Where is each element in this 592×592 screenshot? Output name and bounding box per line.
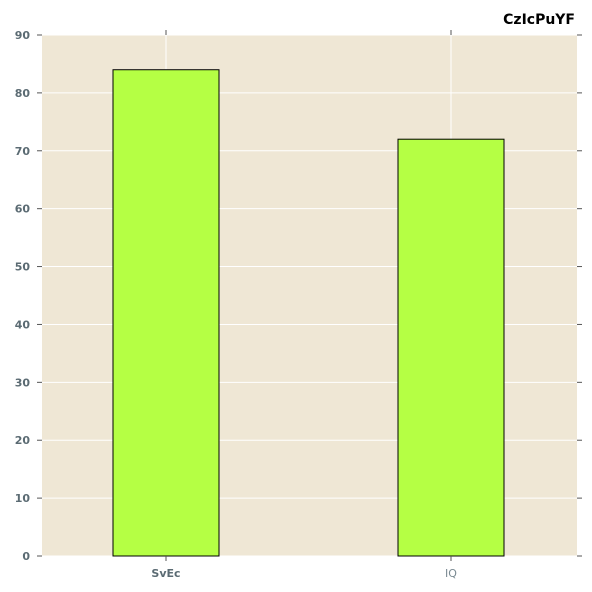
y-tick-label: 30 xyxy=(15,376,31,389)
y-tick-label: 20 xyxy=(15,434,31,447)
x-tick-label: SvEc xyxy=(151,567,180,580)
y-tick-label: 10 xyxy=(15,492,31,505)
y-tick-label: 90 xyxy=(15,29,31,42)
tick-marks xyxy=(37,30,582,561)
y-tick-label: 50 xyxy=(15,261,31,274)
y-tick-label: 40 xyxy=(15,318,31,331)
y-tick-label: 70 xyxy=(15,145,31,158)
x-tick-label: IQ xyxy=(445,567,457,580)
y-tick-label: 80 xyxy=(15,87,31,100)
y-tick-label: 60 xyxy=(15,203,31,216)
chart-title: CzIcPuYF xyxy=(503,12,575,28)
bars xyxy=(112,69,505,557)
y-tick-labels: 0 10 20 30 40 50 60 70 80 90 xyxy=(15,29,31,563)
bar-svec xyxy=(112,69,220,557)
x-tick-labels: SvEc IQ xyxy=(151,567,457,580)
y-tick-label: 0 xyxy=(22,550,30,563)
bar-iq xyxy=(397,138,505,557)
